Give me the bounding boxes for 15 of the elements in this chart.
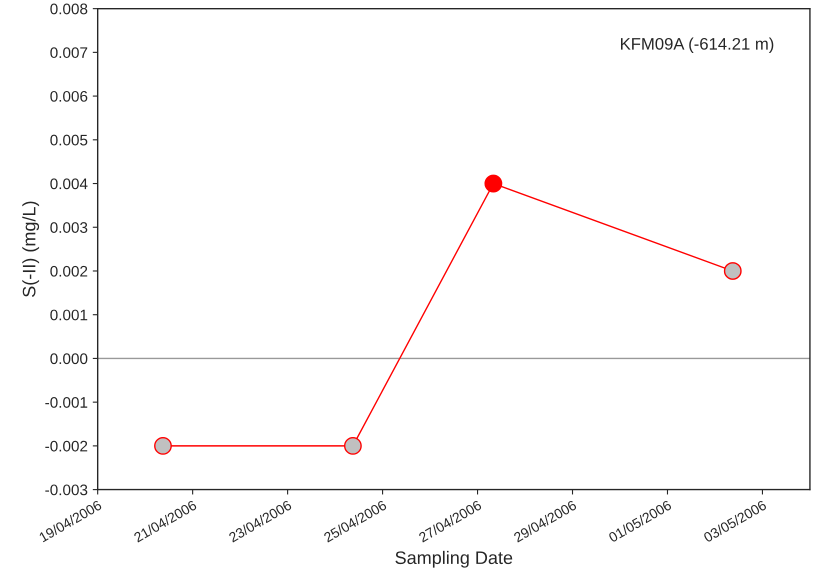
y-tick-label: -0.001 [45,397,88,408]
y-tick-label: 0.000 [50,353,88,364]
y-tick-label: 0.005 [50,134,88,146]
y-tick-label: 0.002 [50,266,88,277]
annotation: KFM09A (-614.21 m) [621,38,774,54]
x-axis-title: Sampling Date [395,550,512,568]
y-tick-label: 0.007 [50,47,88,58]
y-tick-label: 0.004 [50,178,88,190]
y-tick-label: -0.002 [45,440,88,452]
y-tick-label: -0.003 [45,484,88,496]
y-axis-title: S(-II) (mg/L) [22,202,40,297]
y-tick-label: 0.008 [50,4,88,14]
y-tick-label: 0.003 [50,222,88,233]
y-tick-label: 0.001 [50,310,88,320]
y-tick-label: 0.006 [50,90,88,102]
